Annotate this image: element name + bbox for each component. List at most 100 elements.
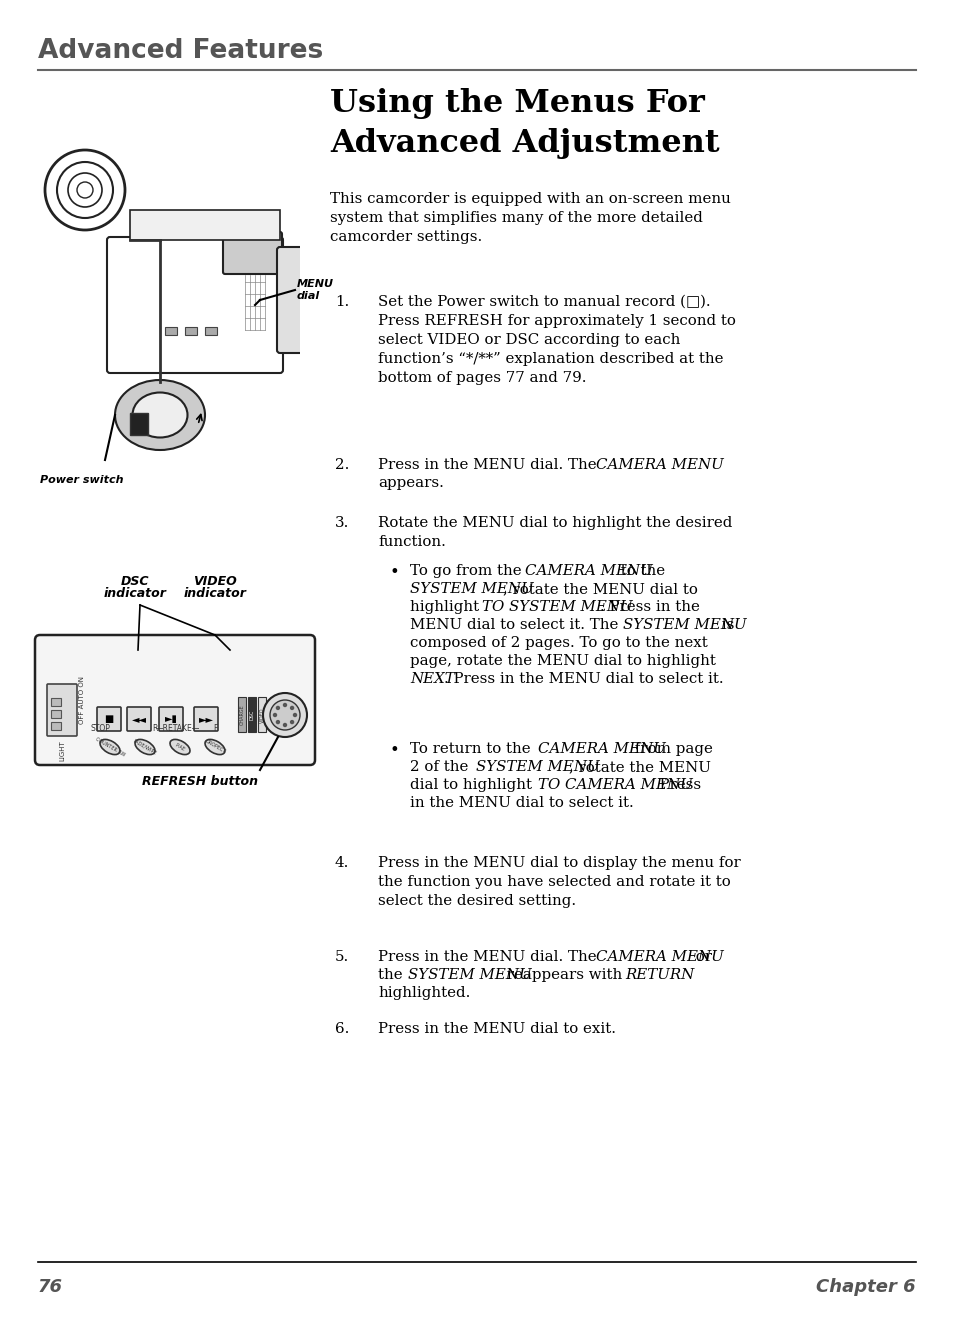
Text: appears.: appears.	[377, 476, 443, 490]
Text: DSC: DSC	[250, 710, 254, 720]
Text: Press in the MENU dial to display the menu for
the function you have selected an: Press in the MENU dial to display the me…	[377, 856, 740, 909]
Text: Press in the MENU dial. The: Press in the MENU dial. The	[377, 950, 600, 963]
Circle shape	[291, 721, 294, 724]
Text: RETURN: RETURN	[624, 967, 694, 982]
Text: ■: ■	[104, 714, 113, 724]
Text: •: •	[390, 564, 399, 582]
Text: DSC: DSC	[121, 575, 149, 588]
FancyBboxPatch shape	[35, 635, 314, 765]
Text: SYSTEM MENU: SYSTEM MENU	[408, 967, 531, 982]
Text: Advanced Adjustment: Advanced Adjustment	[330, 129, 719, 159]
Text: in the MENU dial to select it.: in the MENU dial to select it.	[410, 796, 633, 809]
Text: Rotate the MENU dial to highlight the desired
function.: Rotate the MENU dial to highlight the de…	[377, 516, 732, 549]
Ellipse shape	[132, 393, 188, 437]
Text: 3.: 3.	[335, 516, 349, 531]
Circle shape	[263, 693, 307, 737]
Text: CHARGE: CHARGE	[239, 705, 244, 725]
Text: indicator: indicator	[104, 587, 166, 600]
Text: ►►: ►►	[198, 714, 213, 724]
Text: CAMERA MENU: CAMERA MENU	[524, 564, 652, 578]
Text: To go from the: To go from the	[410, 564, 526, 578]
Text: SYSTEM MENU: SYSTEM MENU	[476, 760, 599, 775]
FancyBboxPatch shape	[107, 237, 283, 373]
FancyBboxPatch shape	[159, 708, 183, 732]
Text: or: or	[690, 950, 711, 963]
Bar	[257, 697, 266, 732]
Text: 6.: 6.	[335, 1022, 349, 1036]
Text: COUNTER RW: COUNTER RW	[94, 737, 126, 757]
Bar	[51, 722, 61, 730]
Text: indicator: indicator	[183, 587, 246, 600]
Bar	[51, 710, 61, 718]
Text: Chapter 6: Chapter 6	[816, 1278, 915, 1296]
Bar	[51, 698, 61, 706]
Text: LIGHT: LIGHT	[59, 740, 65, 761]
Bar	[205, 327, 216, 335]
Text: This camcorder is equipped with an on-screen menu
system that simplifies many of: This camcorder is equipped with an on-sc…	[330, 192, 730, 244]
Circle shape	[276, 721, 279, 724]
Text: from page: from page	[629, 742, 712, 756]
Text: Set the Power switch to manual record (□).
Press REFRESH for approximately 1 sec: Set the Power switch to manual record (□…	[377, 295, 735, 385]
Text: F: F	[213, 724, 217, 733]
Text: Using the Menus For: Using the Menus For	[330, 88, 704, 119]
Text: . Press in the MENU dial to select it.: . Press in the MENU dial to select it.	[443, 671, 723, 686]
Text: P-AE: P-AE	[173, 742, 186, 752]
Text: SYSTEM MENU: SYSTEM MENU	[410, 582, 533, 596]
Ellipse shape	[170, 740, 190, 754]
FancyBboxPatch shape	[97, 708, 121, 732]
Text: Power switch: Power switch	[40, 474, 123, 485]
Text: 4.: 4.	[335, 856, 349, 870]
Circle shape	[283, 724, 286, 726]
Text: ►▮: ►▮	[164, 714, 177, 724]
Text: to the: to the	[616, 564, 664, 578]
FancyBboxPatch shape	[276, 247, 303, 352]
Text: R: R	[152, 724, 157, 733]
Text: STOP: STOP	[90, 724, 110, 733]
FancyBboxPatch shape	[127, 708, 151, 732]
Circle shape	[274, 713, 276, 717]
Text: page, rotate the MENU dial to highlight: page, rotate the MENU dial to highlight	[410, 654, 715, 669]
Circle shape	[276, 706, 279, 709]
Text: CAMERA MENU: CAMERA MENU	[596, 950, 723, 963]
Bar	[237, 697, 246, 732]
Text: ◄◄: ◄◄	[132, 714, 147, 724]
Text: 2.: 2.	[335, 458, 349, 472]
Ellipse shape	[205, 740, 225, 754]
Text: highlight: highlight	[410, 600, 483, 614]
Text: Advanced Features: Advanced Features	[38, 38, 323, 64]
Circle shape	[270, 699, 299, 730]
Text: MENU
dial: MENU dial	[296, 279, 334, 300]
Circle shape	[294, 713, 296, 717]
Text: Press in the MENU dial. The: Press in the MENU dial. The	[377, 458, 600, 472]
Text: , rotate the MENU: , rotate the MENU	[568, 760, 710, 775]
Text: •: •	[390, 742, 399, 758]
Text: 5.: 5.	[335, 950, 349, 963]
Text: 1.: 1.	[335, 295, 349, 310]
Text: TO CAMERA MENU: TO CAMERA MENU	[537, 779, 692, 792]
Ellipse shape	[100, 740, 120, 754]
Circle shape	[291, 706, 294, 709]
Text: REFRESH button: REFRESH button	[142, 775, 257, 788]
Text: , rotate the MENU dial to: , rotate the MENU dial to	[502, 582, 698, 596]
Text: CAMERA MENU: CAMERA MENU	[596, 458, 723, 472]
FancyBboxPatch shape	[130, 210, 280, 240]
Text: dial to highlight: dial to highlight	[410, 779, 537, 792]
Bar	[165, 327, 177, 335]
Text: MENU dial to select it. The: MENU dial to select it. The	[410, 618, 622, 632]
Text: . Press: . Press	[649, 779, 700, 792]
FancyBboxPatch shape	[193, 708, 218, 732]
Bar	[248, 697, 255, 732]
Text: SYSTEM MENU: SYSTEM MENU	[622, 618, 746, 632]
Text: OFF AUTO ON: OFF AUTO ON	[79, 675, 85, 724]
Circle shape	[283, 704, 286, 706]
FancyBboxPatch shape	[223, 232, 282, 273]
Bar	[185, 327, 196, 335]
Text: NEXT: NEXT	[410, 671, 455, 686]
Text: is: is	[717, 618, 734, 632]
Text: TO SYSTEM MENU: TO SYSTEM MENU	[481, 600, 632, 614]
FancyBboxPatch shape	[47, 683, 77, 736]
Text: DROPECT: DROPECT	[204, 740, 226, 754]
Text: reappears with: reappears with	[501, 967, 626, 982]
Text: To return to the: To return to the	[410, 742, 535, 756]
Text: VIDEO: VIDEO	[193, 575, 236, 588]
